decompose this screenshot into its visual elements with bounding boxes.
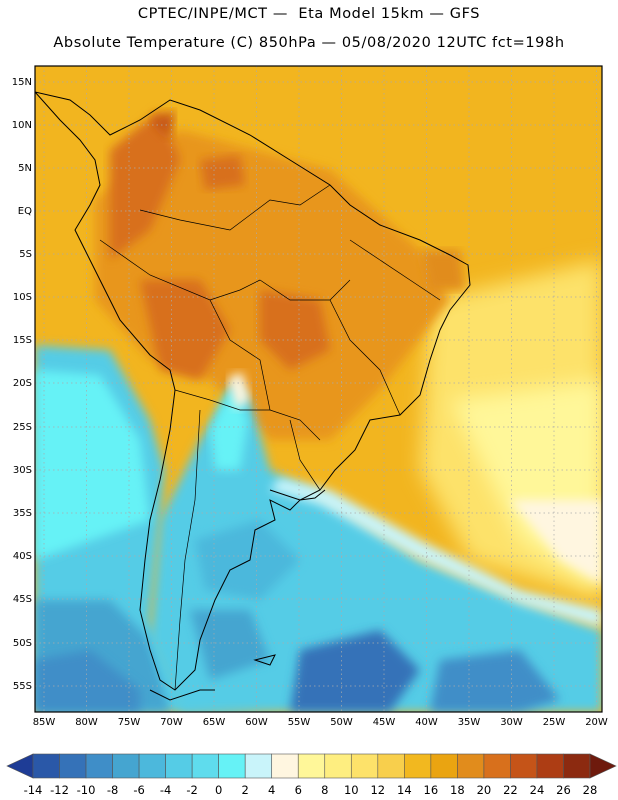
title-line-2: Absolute Temperature (C) 850hPa — 05/08/…: [53, 35, 565, 51]
colorbar-arrow-max: [589, 753, 617, 779]
colorbar-swatch: [404, 753, 432, 779]
temperature-field: [35, 66, 602, 712]
colorbar-label: 20: [477, 783, 492, 797]
lon-label: 70W: [160, 717, 183, 728]
lat-label: 10S: [13, 292, 32, 303]
colorbar-label: 18: [450, 783, 465, 797]
lon-label: 55W: [288, 717, 311, 728]
colorbar-swatch: [59, 753, 87, 779]
colorbar-swatch: [457, 753, 485, 779]
lon-label: 50W: [330, 717, 353, 728]
colorbar-label: -4: [160, 783, 171, 797]
lon-label: 25W: [543, 717, 566, 728]
country-borders: [99, 184, 441, 691]
colorbar-label: 28: [583, 783, 598, 797]
map-frame: [34, 65, 603, 713]
colorbar-label: 10: [344, 783, 359, 797]
colorbar-swatch: [244, 753, 273, 779]
lat-label: 55S: [13, 681, 32, 692]
lat-label: 40S: [13, 551, 32, 562]
lon-label: 20W: [585, 717, 608, 728]
colorbar-swatch: [536, 753, 564, 779]
colorbar-label: 12: [370, 783, 385, 797]
lat-label: 5S: [19, 249, 32, 260]
colorbar-swatch: [85, 753, 113, 779]
colorbar-swatch: [510, 753, 538, 779]
colorbar-label: 16: [424, 783, 439, 797]
colorbar-label: 8: [321, 783, 328, 797]
colorbar: -14 -12 -10 -8 -6 -4 -2 0 2 4 6 8 10 12 14 16 18 20 22 24 26…: [6, 753, 617, 797]
colorbar-label: -6: [133, 783, 144, 797]
colorbar-swatch: [271, 753, 299, 779]
lat-label: 45S: [13, 594, 32, 605]
colorbar-swatch: [377, 753, 405, 779]
lon-label: 65W: [203, 717, 226, 728]
lon-label: 40W: [415, 717, 438, 728]
colorbar-label: 4: [268, 783, 275, 797]
lat-label: 10N: [12, 120, 32, 131]
colorbar-swatch: [563, 753, 591, 779]
colorbar-swatch: [218, 753, 246, 779]
lat-label: 20S: [13, 378, 32, 389]
colorbar-label: 0: [215, 783, 222, 797]
longitude-labels: 85W 80W 75W 70W 65W 60W 55W 50W 45W 40W …: [33, 717, 608, 728]
colorbar-label: 14: [397, 783, 412, 797]
lon-label: 45W: [373, 717, 396, 728]
title-line-1: CPTEC/INPE/MCT — Eta Model 15km — GFS: [137, 6, 481, 22]
lat-label: EQ: [18, 206, 32, 217]
colorbar-label: 2: [242, 783, 249, 797]
colorbar-swatch: [112, 753, 140, 779]
colorbar-label: 24: [530, 783, 545, 797]
colorbar-swatch: [297, 753, 326, 779]
colorbar-swatch: [138, 753, 166, 779]
lon-label: 80W: [75, 717, 98, 728]
lat-label: 30S: [13, 465, 32, 476]
lon-label: 30W: [500, 717, 523, 728]
lat-label: 35S: [13, 508, 32, 519]
coastlines: [35, 91, 471, 701]
colorbar-label: -10: [77, 783, 96, 797]
lat-label: 25S: [13, 422, 32, 433]
colorbar-arrow-min: [6, 753, 34, 779]
colorbar-label: 6: [295, 783, 302, 797]
lat-label: 15S: [13, 335, 32, 346]
lat-label: 50S: [13, 638, 32, 649]
lon-label: 35W: [458, 717, 481, 728]
colorbar-swatch: [430, 753, 458, 779]
colorbar-label: 22: [503, 783, 518, 797]
lon-label: 85W: [33, 717, 56, 728]
lat-label: 5N: [18, 163, 32, 174]
colorbar-label: -12: [50, 783, 69, 797]
colorbar-label: -14: [24, 783, 43, 797]
colorbar-swatch: [324, 753, 352, 779]
colorbar-swatch: [32, 753, 60, 779]
lon-label: 60W: [245, 717, 268, 728]
colorbar-swatch: [165, 753, 193, 779]
colorbar-swatch: [191, 753, 219, 779]
colorbar-swatch: [350, 753, 379, 779]
colorbar-swatch: [483, 753, 511, 779]
lon-label: 75W: [118, 717, 141, 728]
latitude-labels: 15N 10N 5N EQ 5S 10S 15S 20S 25S 30S 35S…: [12, 77, 32, 692]
colorbar-label: 26: [556, 783, 571, 797]
colorbar-label: -2: [186, 783, 197, 797]
lat-label: 15N: [12, 77, 32, 88]
colorbar-label: -8: [107, 783, 118, 797]
